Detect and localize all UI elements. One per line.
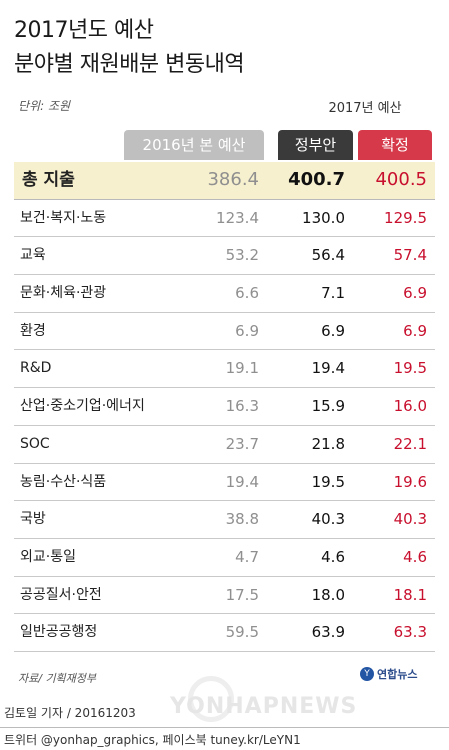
value-government: 40.3 <box>311 510 345 529</box>
row-category: 국방 <box>20 511 46 528</box>
column-header-government: 정부안 <box>278 130 353 160</box>
unit-label: 단위: 조원 <box>18 99 71 113</box>
chart-title: 2017년도 예산 <box>14 18 154 43</box>
value-2016: 19.1 <box>225 359 259 378</box>
row-category: 산업·중소기업·에너지 <box>20 398 145 415</box>
row-category: 총 지출 <box>22 170 75 190</box>
table-row-total: 총 지출 386.4 400.7 400.5 <box>14 162 435 200</box>
source-note: 자료/ 기획재정부 <box>18 672 97 685</box>
value-final: 6.9 <box>403 284 427 303</box>
byline: 김토일 기자 / 20161203 <box>4 706 136 720</box>
value-government: 6.9 <box>321 321 345 340</box>
table-row: 산업·중소기업·에너지 16.3 15.9 16.0 <box>14 388 435 426</box>
table-row: 일반공공행정 59.5 63.9 63.3 <box>14 614 435 652</box>
value-government: 63.9 <box>311 623 345 642</box>
logo-text: 연합뉴스 <box>377 668 418 681</box>
value-final: 40.3 <box>393 510 427 529</box>
value-2016: 4.7 <box>235 547 259 566</box>
yonhap-logo: Y 연합뉴스 <box>360 666 417 682</box>
table-row: 국방 38.8 40.3 40.3 <box>14 501 435 539</box>
value-2016: 16.3 <box>225 397 259 416</box>
table-row: SOC 23.7 21.8 22.1 <box>14 426 435 464</box>
chart-subtitle: 분야별 재원배분 변동내역 <box>14 52 245 77</box>
table-row: 보건·복지·노동 123.4 130.0 129.5 <box>14 200 435 238</box>
value-government: 21.8 <box>311 434 345 453</box>
value-2016: 38.8 <box>225 510 259 529</box>
value-government: 130.0 <box>302 208 345 227</box>
row-category: SOC <box>20 435 50 452</box>
value-final: 18.1 <box>393 585 427 604</box>
table-row: 문화·체육·관광 6.6 7.1 6.9 <box>14 275 435 313</box>
table-row: 환경 6.9 6.9 6.9 <box>14 313 435 351</box>
value-2016: 19.4 <box>225 472 259 491</box>
value-final: 19.6 <box>393 472 427 491</box>
value-2016: 6.6 <box>235 284 259 303</box>
value-government: 4.6 <box>321 547 345 566</box>
value-final: 19.5 <box>393 359 427 378</box>
table-row: 농림·수산·식품 19.4 19.5 19.6 <box>14 464 435 502</box>
row-category: 외교·통일 <box>20 548 76 565</box>
logo-icon: Y <box>360 667 374 681</box>
value-government: 7.1 <box>321 284 345 303</box>
group-header-2017: 2017년 예산 <box>328 101 402 116</box>
row-category: 농림·수산·식품 <box>20 473 107 490</box>
social-links: 트위터 @yonhap_graphics, 페이스북 tuney.kr/LeYN… <box>4 733 301 747</box>
table-row: 외교·통일 4.7 4.6 4.6 <box>14 539 435 577</box>
watermark-text: YONHAPNEWS <box>170 694 358 719</box>
table-row: R&D 19.1 19.4 19.5 <box>14 350 435 389</box>
value-final: 63.3 <box>393 623 427 642</box>
value-government: 56.4 <box>311 246 345 265</box>
value-2016: 59.5 <box>225 623 259 642</box>
row-category: 보건·복지·노동 <box>20 209 107 226</box>
value-final: 4.6 <box>403 547 427 566</box>
row-category: R&D <box>20 360 52 377</box>
value-2016: 23.7 <box>225 434 259 453</box>
row-category: 환경 <box>20 322 46 339</box>
value-government: 19.5 <box>311 472 345 491</box>
value-2016: 17.5 <box>225 585 259 604</box>
value-government: 18.0 <box>311 585 345 604</box>
value-2016: 6.9 <box>235 321 259 340</box>
column-header-final: 확정 <box>358 130 432 160</box>
value-final: 6.9 <box>403 321 427 340</box>
row-category: 공공질서·안전 <box>20 586 102 603</box>
table-row: 공공질서·안전 17.5 18.0 18.1 <box>14 577 435 615</box>
table-row: 교육 53.2 56.4 57.4 <box>14 237 435 276</box>
value-final: 16.0 <box>393 397 427 416</box>
value-government: 19.4 <box>311 359 345 378</box>
value-final: 57.4 <box>393 246 427 265</box>
value-2016: 386.4 <box>207 169 259 190</box>
value-final: 400.5 <box>375 169 427 190</box>
value-2016: 53.2 <box>225 246 259 265</box>
value-final: 129.5 <box>384 208 427 227</box>
row-category: 교육 <box>20 247 46 264</box>
watermark-ring <box>188 676 234 722</box>
budget-table: 총 지출 386.4 400.7 400.5 보건·복지·노동 123.4 130.0 129… <box>14 162 435 652</box>
value-government: 400.7 <box>288 169 345 190</box>
value-2016: 123.4 <box>216 208 259 227</box>
value-final: 22.1 <box>393 434 427 453</box>
value-government: 15.9 <box>311 397 345 416</box>
footer-divider <box>0 727 449 728</box>
row-category: 일반공공행정 <box>20 624 98 641</box>
column-header-2016: 2016년 본 예산 <box>124 130 264 160</box>
row-category: 문화·체육·관광 <box>20 285 107 302</box>
